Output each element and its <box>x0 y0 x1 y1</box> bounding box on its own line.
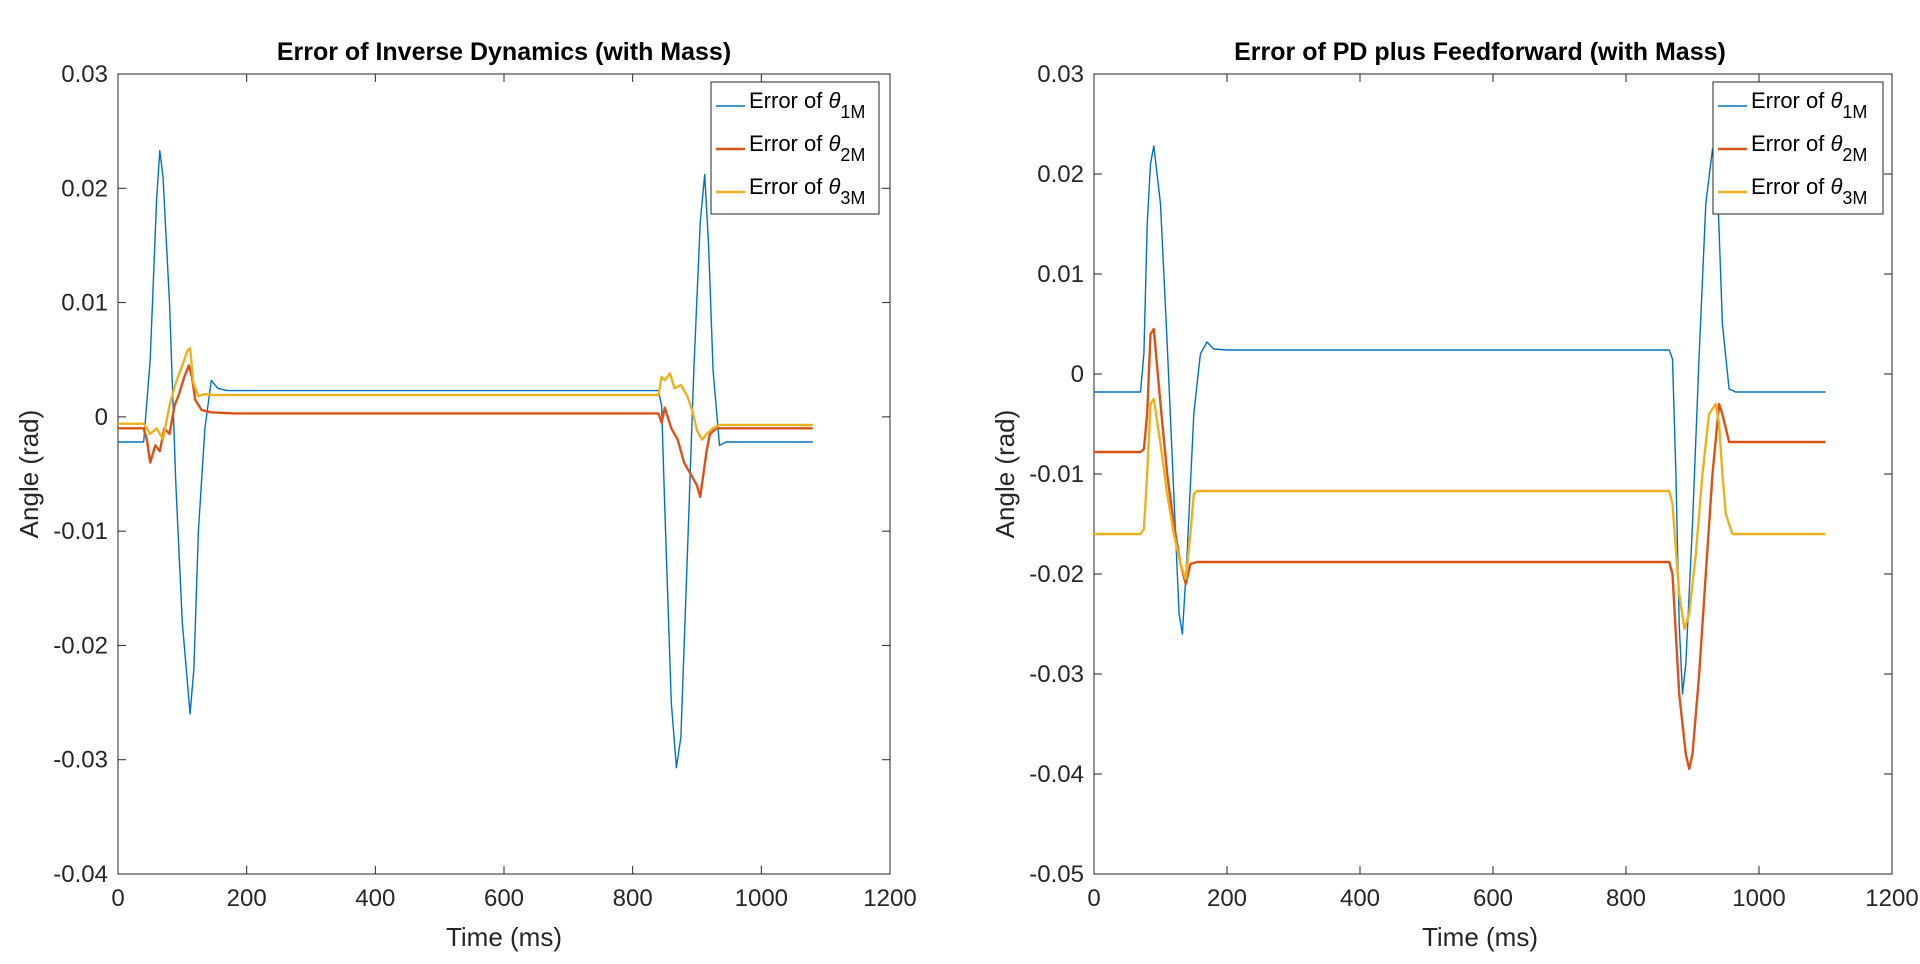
y-tick-label: 0.02 <box>1037 161 1084 188</box>
x-tick-label: 200 <box>1207 885 1247 912</box>
chart-pd-feedforward: Error of PD plus Feedforward (with Mass)… <box>990 38 1919 952</box>
legend: Error of θ1M Error of θ2M Error of θ3M <box>710 81 880 215</box>
y-tick-label: -0.01 <box>1029 461 1084 488</box>
y-tick-label: 0.03 <box>61 61 108 88</box>
chart-title: Error of PD plus Feedforward (with Mass) <box>1234 38 1726 66</box>
x-tick-label: 1000 <box>1732 885 1785 912</box>
x-tick-label: 0 <box>111 885 124 912</box>
legend: Error of θ1M Error of θ2M Error of θ3M <box>1712 81 1884 215</box>
y-tick-labels: -0.05 -0.04 -0.03 -0.02 -0.01 0 0.01 0.02 0.03 <box>1029 61 1084 888</box>
y-tick-label: 0.03 <box>1037 61 1084 88</box>
y-tick-label: -0.03 <box>53 747 108 774</box>
y-tick-labels: -0.04 -0.03 -0.02 -0.01 0 0.01 0.02 0.03 <box>53 61 108 888</box>
y-axis-label: Angle (rad) <box>990 410 1020 539</box>
legend-entry: Error of θ3M <box>1751 174 1867 208</box>
series-lines <box>118 149 813 769</box>
y-tick-label: 0 <box>95 404 108 431</box>
series-lines <box>1094 145 1826 771</box>
y-tick-label: 0 <box>1071 361 1084 388</box>
y-tick-label: -0.02 <box>53 632 108 659</box>
series-line-1m <box>118 149 813 769</box>
y-tick-label: -0.04 <box>53 861 108 888</box>
chart-title: Error of Inverse Dynamics (with Mass) <box>277 38 731 66</box>
x-tick-label: 800 <box>1606 885 1646 912</box>
y-tick-label: 0.02 <box>61 175 108 202</box>
y-tick-label: -0.04 <box>1029 761 1084 788</box>
chart-inverse-dynamics: Error of Inverse Dynamics (with Mass) 0 2… <box>14 38 917 952</box>
legend-entry: Error of θ3M <box>749 174 865 208</box>
axis-ticks <box>117 73 891 875</box>
series-line-1m <box>1094 145 1826 695</box>
y-axis-label: Angle (rad) <box>14 410 44 539</box>
axis-ticks <box>1093 73 1893 875</box>
x-axis-label: Time (ms) <box>1422 922 1538 952</box>
legend-entry: Error of θ2M <box>1751 131 1867 165</box>
x-tick-label: 400 <box>355 885 395 912</box>
y-tick-label: 0.01 <box>61 290 108 317</box>
y-tick-label: -0.05 <box>1029 861 1084 888</box>
series-line-3m <box>1094 397 1826 631</box>
x-tick-label: 400 <box>1340 885 1380 912</box>
series-line-3m <box>118 347 813 441</box>
y-tick-label: 0.01 <box>1037 261 1084 288</box>
x-tick-label: 0 <box>1087 885 1100 912</box>
x-tick-labels: 0 200 400 600 800 1000 1200 <box>1087 885 1918 912</box>
x-tick-label: 1000 <box>735 885 788 912</box>
legend-entry: Error of θ2M <box>749 131 865 165</box>
x-tick-label: 600 <box>484 885 524 912</box>
series-line-2m <box>1094 327 1826 771</box>
x-tick-label: 1200 <box>863 885 916 912</box>
legend-entry: Error of θ1M <box>749 88 865 122</box>
x-tick-label: 800 <box>613 885 653 912</box>
x-tick-label: 600 <box>1473 885 1513 912</box>
legend-entry: Error of θ1M <box>1751 88 1867 122</box>
y-tick-label: -0.01 <box>53 518 108 545</box>
x-axis-label: Time (ms) <box>446 922 562 952</box>
y-tick-label: -0.02 <box>1029 561 1084 588</box>
y-tick-label: -0.03 <box>1029 661 1084 688</box>
x-tick-labels: 0 200 400 600 800 1000 1200 <box>111 885 916 912</box>
x-tick-label: 1200 <box>1865 885 1918 912</box>
x-tick-label: 200 <box>227 885 267 912</box>
